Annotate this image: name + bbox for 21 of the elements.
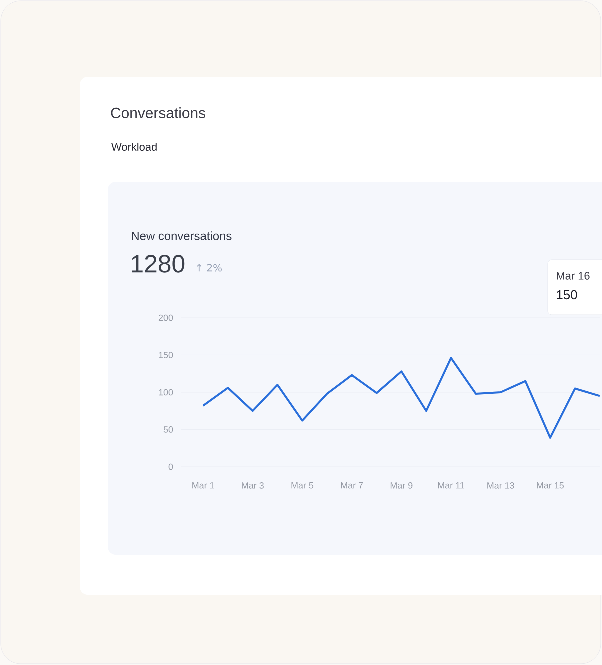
x-tick-label: Mar 11 xyxy=(438,482,464,489)
text: ↑ 2% xyxy=(197,264,222,272)
y-tick-label: 100 xyxy=(159,389,174,396)
x-tick-label: Mar 15 xyxy=(537,482,564,489)
y-tick-label: 200 xyxy=(158,314,174,322)
text: 150 xyxy=(557,290,578,300)
y-tick-label: 50 xyxy=(164,426,174,433)
y-tick-label: 0 xyxy=(168,464,174,470)
x-tick-label: Mar 7 xyxy=(341,482,364,489)
chart-subtitle: Workload xyxy=(112,142,157,152)
y-tick-label: 150 xyxy=(159,352,174,358)
x-tick-label: Mar 9 xyxy=(390,482,413,489)
x-tick-label: Mar 3 xyxy=(242,482,264,489)
line-series xyxy=(202,357,601,439)
x-tick-label: Mar 5 xyxy=(292,482,314,489)
x-tick-label: Mar 13 xyxy=(488,482,514,489)
x-tick-label: Mar 1 xyxy=(192,482,214,489)
text: 1280 xyxy=(132,255,185,273)
text: New conversations xyxy=(132,232,232,240)
text: Mar 16 xyxy=(557,272,590,280)
chart-title: Conversations xyxy=(111,108,206,118)
